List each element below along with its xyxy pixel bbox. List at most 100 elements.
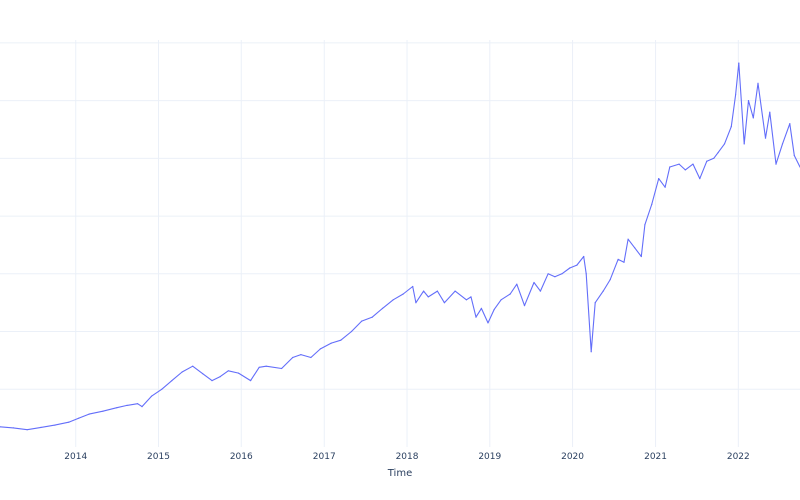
data-point [330,342,332,344]
data-point [436,290,438,292]
x-tick-label: 2016 [230,452,253,462]
data-point [371,316,373,318]
data-point [730,126,732,128]
data-point [350,330,353,333]
data-point [192,365,194,367]
data-point [423,290,425,292]
data-point [78,417,80,419]
data-point [602,290,604,292]
series-line [0,62,800,431]
data-point [717,152,719,154]
data-point [26,429,28,431]
data-point [493,309,495,311]
data-point [427,296,429,298]
data-point [684,169,686,171]
data-point [258,366,260,368]
data-point [181,371,183,373]
data-point [402,293,404,295]
data-point [415,302,417,304]
data-point [569,267,571,269]
data-point [617,258,619,260]
data-point [533,281,535,284]
x-tick-label: 2020 [561,452,584,462]
data-point [664,186,666,188]
data-point [68,421,70,423]
data-point [137,403,139,405]
data-point [500,299,502,301]
data-point [658,178,660,180]
x-tick-label: 2021 [644,452,667,462]
data-point [480,307,482,309]
data-point [640,255,642,258]
data-point [12,427,14,429]
data-point [310,356,312,359]
x-tick-label: 2022 [727,452,750,462]
data-point [775,163,777,165]
data-point [678,163,680,165]
data-point [692,163,694,165]
x-tick-label: 2015 [147,452,170,462]
data-point [0,426,1,428]
data-point [54,424,56,426]
x-axis-ticks: 2014 2015 2016 2017 2018 2019 2020 2021 2022 [64,452,749,462]
data-point [292,356,294,359]
data-point [590,351,592,353]
data-point [454,290,456,292]
data-point [789,123,791,125]
data-point [211,380,213,382]
data-point [470,296,472,298]
data-point [250,380,252,382]
data-point [237,372,240,374]
data-point [392,299,394,301]
x-tick-label: 2017 [313,452,336,462]
data-point [161,388,163,390]
data-point [88,413,90,415]
data-point [793,154,795,157]
data-point [585,273,587,275]
data-point [623,261,625,263]
data-point [752,117,754,119]
data-point [516,283,518,285]
data-point [594,302,596,304]
data-point [713,157,715,159]
data-point [781,143,784,145]
data-point [219,376,221,378]
data-point [644,224,646,226]
x-tick-label: 2018 [396,452,419,462]
x-tick-label: 2014 [64,452,87,462]
data-point [651,203,653,206]
data-point [706,160,708,162]
data-point [509,293,511,295]
data-point [634,247,636,249]
data-point [743,143,745,145]
data-point [150,395,153,397]
data-point [227,370,229,372]
data-point [202,373,204,375]
series-layer [0,62,800,431]
data-point [757,82,759,84]
data-point [547,273,549,275]
data-point [171,380,173,382]
data-point [475,316,477,318]
data-point [141,406,143,408]
x-axis-title: Time [387,468,412,479]
data-point [281,367,283,370]
data-point [102,410,104,412]
data-point [627,238,629,240]
data-point [300,354,302,356]
data-point [412,285,414,288]
data-point [265,365,267,367]
data-point [735,94,737,96]
data-point [443,302,445,304]
data-point [126,404,128,406]
data-point [669,166,671,168]
data-point [699,178,701,180]
data-point [561,273,563,275]
data-point [576,264,578,266]
x-tick-label: 2019 [478,452,501,462]
data-point [487,322,489,324]
data-point [769,111,771,113]
data-point [764,137,767,139]
